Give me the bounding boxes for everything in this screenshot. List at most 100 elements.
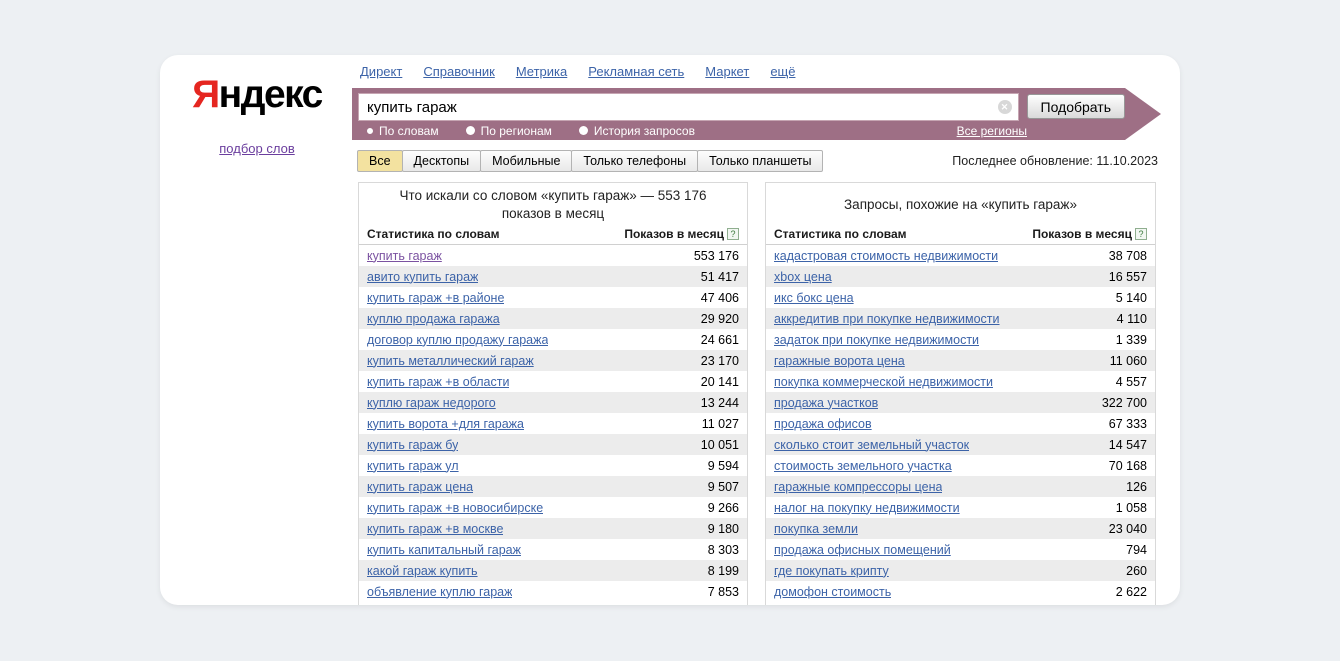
all-regions-link[interactable]: Все регионы (956, 123, 1027, 138)
wordstat-home-link[interactable]: подбор слов (219, 141, 295, 156)
impressions-value: 9 180 (707, 521, 739, 536)
keyword-link[interactable]: купить гараж +в москве (367, 521, 504, 536)
keyword-link[interactable]: домофон стоимость (774, 584, 892, 599)
impressions-value: 1 058 (1115, 500, 1147, 515)
table-row: куплю продажа гаража 29 920 (359, 308, 747, 329)
keyword-link[interactable]: налог на покупку недвижимости (774, 500, 960, 515)
keyword-link[interactable]: договор куплю продажу гаража (367, 332, 549, 347)
keyword-link[interactable]: купить гараж ул (367, 458, 459, 473)
keyword-link[interactable]: купить ворота +для гаража (367, 416, 524, 431)
submit-button[interactable]: Подобрать (1026, 94, 1125, 119)
impressions-value: 794 (1126, 542, 1147, 557)
nav-link[interactable]: Метрика (515, 64, 568, 79)
table-row: авито купить гараж 51 417 (359, 266, 747, 287)
keyword-link[interactable]: авито купить гараж (367, 269, 479, 284)
keyword-link[interactable]: xbox цена (774, 269, 832, 284)
keyword-link[interactable]: стоимость земельного участка (774, 458, 952, 473)
keyword-link[interactable]: покупка коммерческой недвижимости (774, 374, 993, 389)
last-update-label: Последнее обновление: (952, 154, 1093, 168)
search-mode-radios: По словам По регионам История запросов (367, 124, 695, 138)
clear-icon[interactable]: ✕ (997, 100, 1012, 114)
keyword-link[interactable]: продажа офисных помещений (774, 542, 951, 557)
similar-queries-table: Запросы, похожие на «купить гараж» Стати… (765, 182, 1156, 605)
keyword-link[interactable]: где покупать крипту (774, 563, 889, 578)
help-icon[interactable]: ? (1135, 228, 1147, 240)
keyword-link[interactable]: кадастровая стоимость недвижимости (774, 248, 999, 263)
device-tab[interactable]: Десктопы (401, 150, 482, 172)
impressions-value: 553 176 (693, 248, 739, 263)
nav-link[interactable]: Справочник (423, 64, 495, 79)
impressions-value: 2 622 (1115, 584, 1147, 599)
yandex-logo-rest: ндекс (218, 73, 324, 116)
nav-link[interactable]: ещё (770, 64, 796, 79)
device-tab[interactable]: Только телефоны (571, 150, 699, 172)
device-tab[interactable]: Все (357, 150, 403, 172)
keyword-link[interactable]: продажа участков (774, 395, 879, 410)
impressions-value: 20 141 (700, 374, 739, 389)
impressions-value: 260 (1126, 563, 1147, 578)
keyword-link[interactable]: купить капитальный гараж (367, 542, 521, 557)
table-row: продажа участков 322 700 (766, 392, 1155, 413)
help-icon[interactable]: ? (727, 228, 739, 240)
impressions-value: 14 547 (1108, 437, 1147, 452)
table-row: купить гараж цена 9 507 (359, 476, 747, 497)
keyword-link[interactable]: купить гараж цена (367, 479, 474, 494)
table-row: аккредитив при покупке недвижимости 4 11… (766, 308, 1155, 329)
keyword-link[interactable]: покупка земли (774, 521, 858, 536)
search-input[interactable] (358, 93, 1019, 121)
impressions-value: 10 051 (700, 437, 739, 452)
table-row: договор куплю продажу гаража 24 661 (359, 329, 747, 350)
similar-table-title: Запросы, похожие на «купить гараж» (844, 196, 1077, 212)
col-impressions-header: Показов в месяц? (1032, 227, 1147, 241)
search-mode-radio[interactable]: История запросов (578, 123, 695, 138)
keyword-link[interactable]: икс бокс цена (774, 290, 854, 305)
keyword-link[interactable]: купить гараж (367, 248, 442, 263)
col-keyword-header: Статистика по словам (774, 227, 907, 241)
keyword-link[interactable]: задаток при покупке недвижимости (774, 332, 980, 347)
keyword-link[interactable]: куплю гараж недорого (367, 395, 496, 410)
yandex-logo-letter: Я (192, 73, 220, 116)
nav-link[interactable]: Рекламная сеть (588, 64, 685, 79)
last-update: Последнее обновление: 11.10.2023 (952, 154, 1158, 168)
keyword-link[interactable]: купить гараж +в новосибирске (367, 500, 544, 515)
impressions-value: 23 040 (1108, 521, 1147, 536)
similar-table-rows: кадастровая стоимость недвижимости 38 70… (766, 245, 1155, 602)
logo-column: Яндекс подбор слов (172, 75, 342, 158)
table-row: купить металлический гараж 23 170 (359, 350, 747, 371)
search-input-wrap: ✕ (358, 93, 1019, 121)
table-row: купить гараж ул 9 594 (359, 455, 747, 476)
main-column: Директ Справочник Метрика Рекламная сеть Мар… (352, 55, 1180, 605)
keyword-link[interactable]: купить гараж +в области (367, 374, 510, 389)
table-row: покупка коммерческой недвижимости 4 557 (766, 371, 1155, 392)
search-mode-label: История запросов (593, 123, 695, 138)
table-row: купить гараж +в новосибирске 9 266 (359, 497, 747, 518)
impressions-value: 322 700 (1101, 395, 1147, 410)
impressions-value: 1 339 (1115, 332, 1147, 347)
keyword-link[interactable]: гаражные компрессоры цена (774, 479, 943, 494)
keyword-link[interactable]: продажа офисов (774, 416, 872, 431)
search-mode-radio[interactable]: По словам (367, 124, 439, 138)
keyword-link[interactable]: купить гараж бу (367, 437, 459, 452)
table-row: покупка земли 23 040 (766, 518, 1155, 539)
device-tab[interactable]: Мобильные (480, 150, 573, 172)
keyword-link[interactable]: гаражные ворота цена (774, 353, 905, 368)
keyword-link[interactable]: сколько стоит земельный участок (774, 437, 970, 452)
keyword-link[interactable]: купить гараж +в районе (367, 290, 505, 305)
table-row: куплю гараж недорого 13 244 (359, 392, 747, 413)
similar-table-header: Статистика по словам Показов в месяц? (766, 227, 1155, 245)
impressions-value: 11 027 (701, 416, 739, 431)
keywords-table-header: Статистика по словам Показов в месяц? (359, 227, 747, 245)
device-tab[interactable]: Только планшеты (697, 150, 824, 172)
keyword-link[interactable]: какой гараж купить (367, 563, 478, 578)
table-row: xbox цена 16 557 (766, 266, 1155, 287)
table-row: купить капитальный гараж 8 303 (359, 539, 747, 560)
nav-link[interactable]: Директ (360, 64, 403, 79)
impressions-value: 29 920 (700, 311, 739, 326)
keyword-link[interactable]: купить металлический гараж (367, 353, 534, 368)
nav-link[interactable]: Маркет (705, 64, 750, 79)
keyword-link[interactable]: аккредитив при покупке недвижимости (774, 311, 1000, 326)
keyword-link[interactable]: объявление куплю гараж (367, 584, 513, 599)
keyword-link[interactable]: куплю продажа гаража (367, 311, 500, 326)
search-mode-radio[interactable]: По регионам (465, 124, 552, 138)
